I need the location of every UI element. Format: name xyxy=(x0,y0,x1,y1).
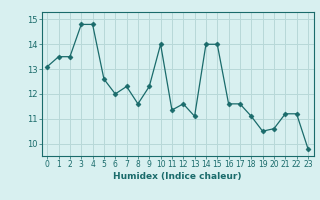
X-axis label: Humidex (Indice chaleur): Humidex (Indice chaleur) xyxy=(113,172,242,181)
